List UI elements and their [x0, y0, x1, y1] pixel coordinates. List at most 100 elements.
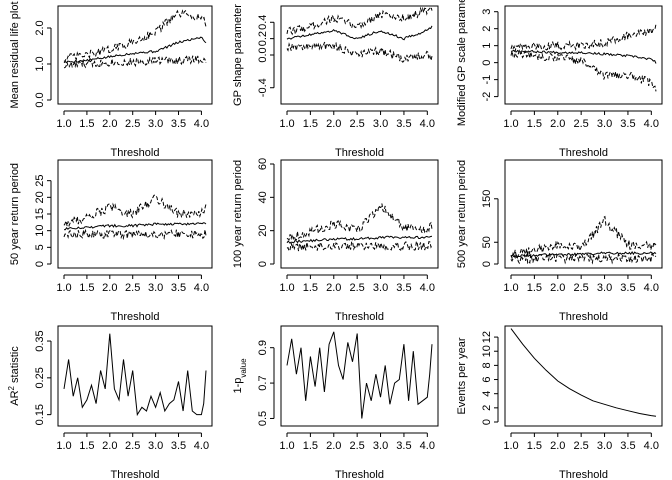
- y-axis-label: Mean residual life plot: [9, 1, 21, 108]
- series-line-1: [286, 331, 433, 419]
- y-tick-label: 8: [481, 362, 493, 368]
- x-axis-label: Threshold: [335, 469, 384, 480]
- y-tick-label: 25: [34, 175, 46, 187]
- plot-frame: [57, 325, 213, 427]
- y-tick-label: 3: [481, 9, 493, 15]
- x-tick-label: 3.0: [597, 118, 612, 130]
- y-axis-label: 500 year return period: [456, 160, 468, 268]
- y-tick-label: 10: [34, 225, 46, 237]
- x-tick-label: 2.5: [350, 118, 365, 130]
- panel-5: 1.0 1.5 2.0 2.5 3.0 3.5 4.0 0 20 40 60 Threshold 100…: [232, 158, 439, 323]
- x-tick-label: 4.0: [644, 282, 659, 294]
- y-tick-label: 2: [481, 405, 493, 411]
- y-tick-label: 0.5: [257, 411, 269, 426]
- x-tick-label: 1.5: [303, 118, 318, 130]
- x-tick-label: 1.0: [503, 282, 518, 294]
- x-tick-label: 4.0: [644, 440, 659, 452]
- y-tick-label: 0.7: [257, 375, 269, 390]
- y-tick-label: 5: [34, 244, 46, 250]
- panel-1: 1.0 1.5 2.0 2.5 3.0 3.5 4.0 0.0 1.0 2.0 Threshold M…: [9, 1, 213, 159]
- x-tick-label: 3.5: [171, 118, 186, 130]
- y-tick-label: 10: [481, 345, 493, 357]
- y-tick-label: 0.25: [34, 367, 46, 388]
- x-tick-label: 3.0: [148, 118, 163, 130]
- panel-9: 1.0 1.5 2.0 2.5 3.0 3.5 4.0 0 2 4 6 8 10 12 Threshold E…: [456, 325, 663, 480]
- x-axis-label: Threshold: [335, 147, 384, 159]
- x-axis-label: Threshold: [111, 147, 160, 159]
- y-tick-label: 0.9: [257, 340, 269, 355]
- x-tick-label: 1.5: [303, 440, 318, 452]
- x-tick-label: 2.0: [550, 118, 565, 130]
- y-tick-label: 40: [257, 191, 269, 203]
- x-tick-label: 2.5: [350, 440, 365, 452]
- plot-frame: [280, 159, 439, 269]
- series-line-1: [63, 222, 207, 231]
- plot-frame: [504, 325, 663, 427]
- x-tick-label: 3.5: [171, 440, 186, 452]
- x-tick-label: 2.0: [102, 440, 117, 452]
- x-tick-label: 3.0: [597, 282, 612, 294]
- y-tick-label: 0.0: [34, 92, 46, 107]
- series-line-1: [510, 49, 657, 64]
- x-axis-label: Threshold: [559, 147, 608, 159]
- y-tick-label: -0.4: [257, 78, 269, 97]
- x-tick-label: 2.5: [574, 118, 589, 130]
- x-tick-label: 3.5: [171, 282, 186, 294]
- panel-7: 1.0 1.5 2.0 2.5 3.0 3.5 4.0 0.15 0.25 0.35 Thresho…: [7, 325, 213, 480]
- x-tick-label: 1.0: [503, 118, 518, 130]
- x-tick-label: 3.5: [396, 440, 411, 452]
- x-tick-label: 4.0: [194, 440, 209, 452]
- series-line-2: [63, 9, 207, 63]
- y-tick-label: 60: [257, 158, 269, 170]
- y-axis-label: 1-pvalue: [232, 358, 248, 394]
- x-tick-label: 3.0: [148, 440, 163, 452]
- series-line-3: [63, 228, 207, 241]
- y-tick-label: -1: [481, 75, 493, 85]
- y-tick-label: 150: [481, 190, 493, 208]
- x-tick-label: 4.0: [420, 118, 435, 130]
- x-tick-label: 1.5: [79, 118, 94, 130]
- y-tick-label: 50: [481, 236, 493, 248]
- y-tick-label: 0.0: [257, 47, 269, 62]
- x-tick-label: 1.5: [79, 282, 94, 294]
- y-tick-label: 0: [257, 261, 269, 267]
- x-tick-label: 3.0: [373, 440, 388, 452]
- x-tick-label: 3.5: [620, 282, 635, 294]
- plot-frame: [57, 5, 213, 105]
- x-tick-label: 1.5: [527, 440, 542, 452]
- plot-frame: [280, 325, 439, 427]
- x-tick-label: 2.0: [550, 282, 565, 294]
- series-line-2: [286, 203, 433, 241]
- plot-frame: [504, 5, 663, 105]
- y-tick-label: 0.15: [34, 404, 46, 425]
- x-axis-label: Threshold: [335, 311, 384, 323]
- y-tick-label: 20: [34, 191, 46, 203]
- x-tick-label: 4.0: [420, 440, 435, 452]
- series-line-2: [63, 194, 207, 228]
- x-tick-label: 1.0: [279, 282, 294, 294]
- x-tick-label: 2.5: [125, 440, 140, 452]
- x-tick-label: 2.5: [574, 282, 589, 294]
- x-tick-label: 1.0: [279, 118, 294, 130]
- series-line-3: [510, 49, 657, 92]
- series-line-2: [510, 215, 657, 260]
- x-tick-label: 2.0: [102, 118, 117, 130]
- y-tick-label: 1: [481, 43, 493, 49]
- x-tick-label: 2.5: [574, 440, 589, 452]
- series-line-1: [510, 251, 657, 258]
- y-tick-label: 2: [481, 26, 493, 32]
- x-tick-label: 2.0: [550, 440, 565, 452]
- x-tick-label: 2.5: [125, 118, 140, 130]
- series-line-1: [286, 235, 433, 244]
- x-tick-label: 3.5: [396, 118, 411, 130]
- x-tick-label: 1.5: [527, 282, 542, 294]
- plot-frame: [57, 159, 213, 269]
- x-axis-label: Threshold: [559, 311, 608, 323]
- y-tick-label: 0: [481, 419, 493, 425]
- y-tick-label: 6: [481, 376, 493, 382]
- y-axis-label: Events per year: [456, 337, 468, 414]
- series-line-3: [510, 252, 657, 265]
- x-tick-label: 2.0: [326, 118, 341, 130]
- x-tick-label: 1.5: [303, 282, 318, 294]
- x-tick-label: 3.5: [620, 440, 635, 452]
